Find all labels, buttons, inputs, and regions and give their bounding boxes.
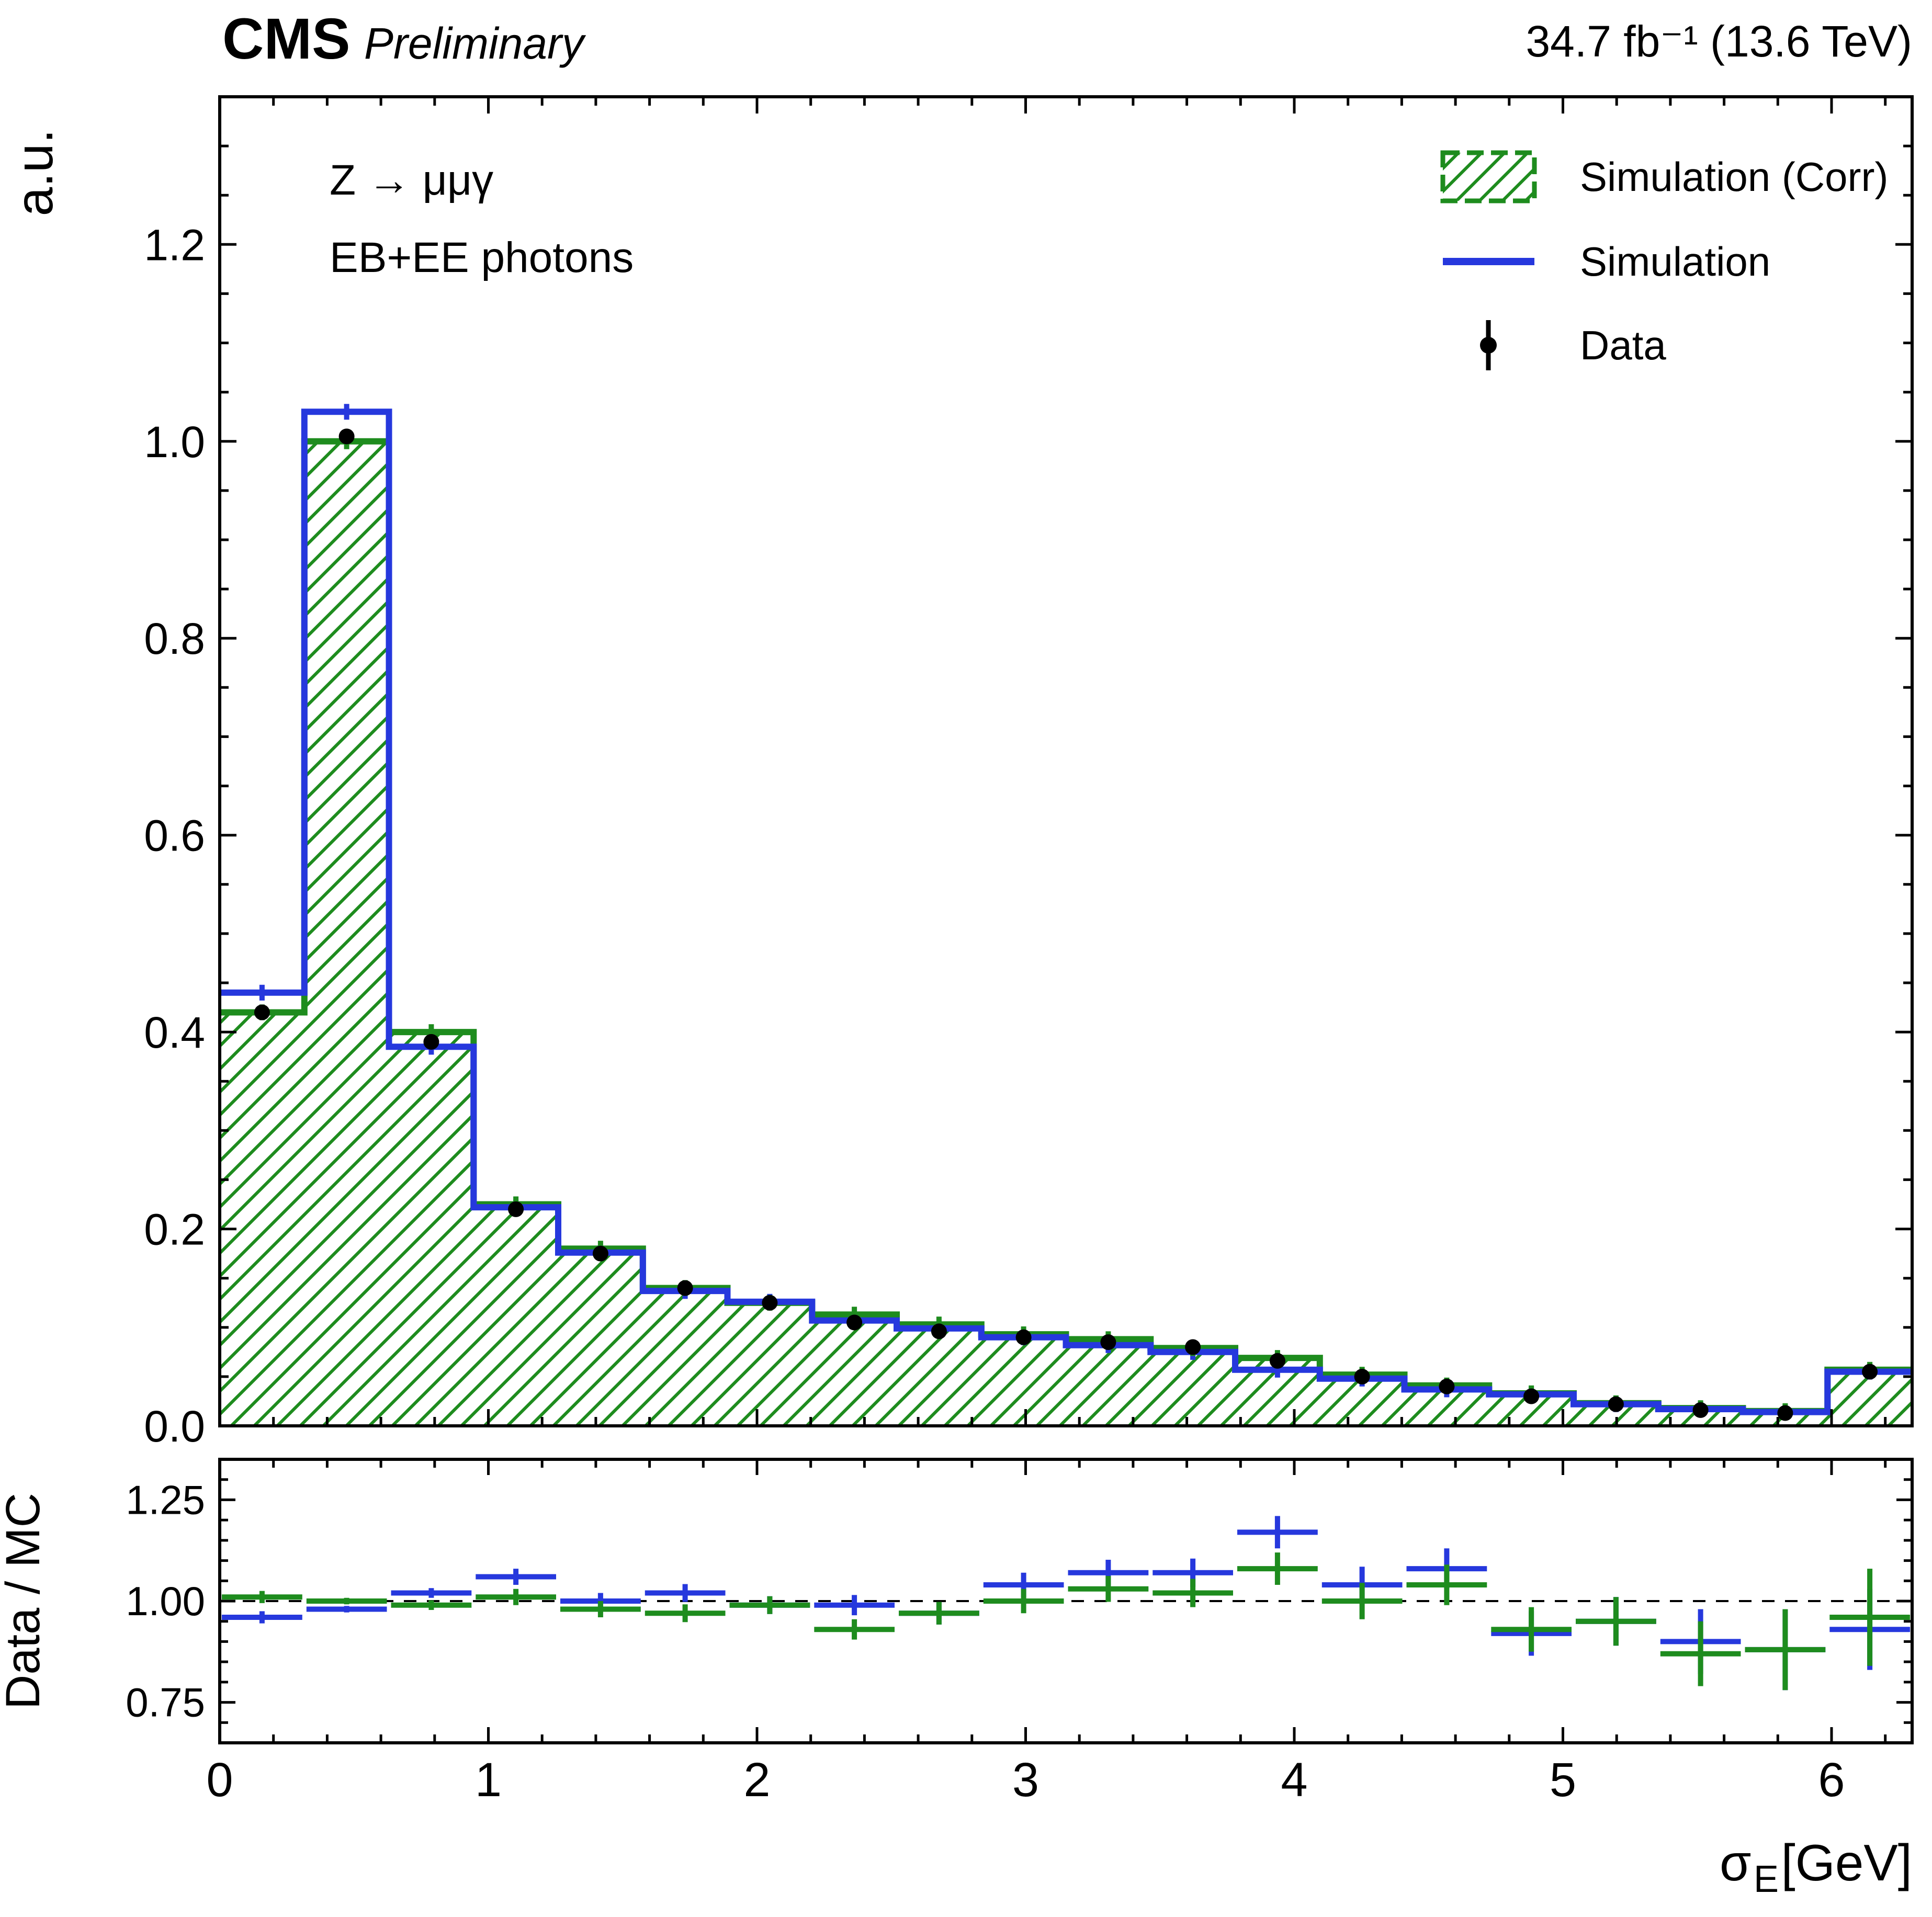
x-axis-unit: [GeV] (1781, 1834, 1912, 1891)
data-point (508, 1201, 524, 1217)
preliminary-label: Preliminary (364, 19, 586, 68)
data-point (1862, 1364, 1878, 1380)
x-axis-subscript: E (1754, 1858, 1779, 1900)
main-y-tick-label: 0.0 (144, 1402, 205, 1451)
data-point (1608, 1396, 1624, 1412)
main-y-tick-label: 1.2 (144, 220, 205, 269)
data-point (1523, 1388, 1540, 1404)
ratio-series (222, 1516, 1910, 1691)
data-point (762, 1295, 778, 1311)
data-point (1269, 1353, 1285, 1369)
legend-data-marker (1480, 337, 1497, 354)
ratio-y-axis-title: Data / MC (0, 1493, 50, 1709)
legend-label-sim: Simulation (1580, 239, 1770, 285)
experiment-label: CMS Preliminary (222, 7, 586, 71)
process-annotation: Z → μμγ (330, 156, 493, 204)
data-points (254, 428, 1878, 1421)
main-y-axis-title: a.u. (5, 129, 64, 217)
data-point (1777, 1405, 1793, 1421)
data-point (1100, 1334, 1116, 1350)
data-point (423, 1034, 439, 1050)
main-panel (220, 404, 1912, 1426)
x-tick-label: 0 (206, 1753, 233, 1807)
ratio-y-tick-label: 1.25 (126, 1477, 205, 1523)
ratio-y-tick-label: 1.00 (126, 1578, 205, 1624)
luminosity-label: 34.7 fb⁻¹ (13.6 TeV) (1526, 17, 1912, 66)
sim-corr-histogram-fill (220, 441, 1912, 1426)
data-point (677, 1280, 693, 1296)
x-tick-label: 5 (1550, 1753, 1576, 1807)
ratio-y-tick-label: 0.75 (126, 1680, 205, 1726)
legend-markers (1440, 150, 1537, 370)
data-point (1015, 1329, 1032, 1345)
data-point (592, 1245, 608, 1262)
x-tick-label: 6 (1818, 1753, 1845, 1807)
x-tick-label: 2 (743, 1753, 770, 1807)
main-y-tick-label: 1.0 (144, 417, 205, 467)
main-y-tick-label: 0.8 (144, 614, 205, 663)
legend-label-data: Data (1580, 322, 1666, 368)
cms-logo-text: CMS (222, 7, 350, 71)
data-point (846, 1314, 863, 1331)
tick-labels: 0.0 0.2 0.4 0.6 0.8 1.0 1.2 0.75 1.00 1.25 0 1 2 3 4 5 6 (126, 220, 1845, 1807)
data-point (254, 1004, 270, 1020)
main-y-tick-label: 0.6 (144, 811, 205, 860)
x-tick-label: 4 (1281, 1753, 1307, 1807)
x-axis-title: σ E [GeV] (1720, 1834, 1912, 1900)
x-axis-symbol: σ (1720, 1834, 1751, 1891)
data-point (1354, 1368, 1370, 1385)
x-tick-label: 3 (1012, 1753, 1039, 1807)
ratio-series (222, 1552, 1910, 1691)
legend-hatched-box (1440, 150, 1537, 203)
chart-layer: 0.0 0.2 0.4 0.6 0.8 1.0 1.2 0.75 1.00 1.25 0 1 2 3 4 5 6 (126, 95, 1914, 1807)
selection-annotation: EB+EE photons (330, 234, 634, 281)
data-point (1692, 1402, 1709, 1418)
x-tick-label: 1 (475, 1753, 502, 1807)
axis-ticks (218, 97, 1912, 1744)
main-panel-frame (218, 95, 1914, 1427)
main-y-tick-label: 0.4 (144, 1008, 205, 1057)
ratio-panel (220, 1516, 1912, 1691)
legend-label-sim-corr: Simulation (Corr) (1580, 154, 1888, 200)
data-point (1439, 1378, 1455, 1394)
data-point (931, 1323, 947, 1340)
main-y-tick-label: 0.2 (144, 1205, 205, 1254)
data-point (338, 428, 355, 445)
data-point (1185, 1339, 1201, 1355)
